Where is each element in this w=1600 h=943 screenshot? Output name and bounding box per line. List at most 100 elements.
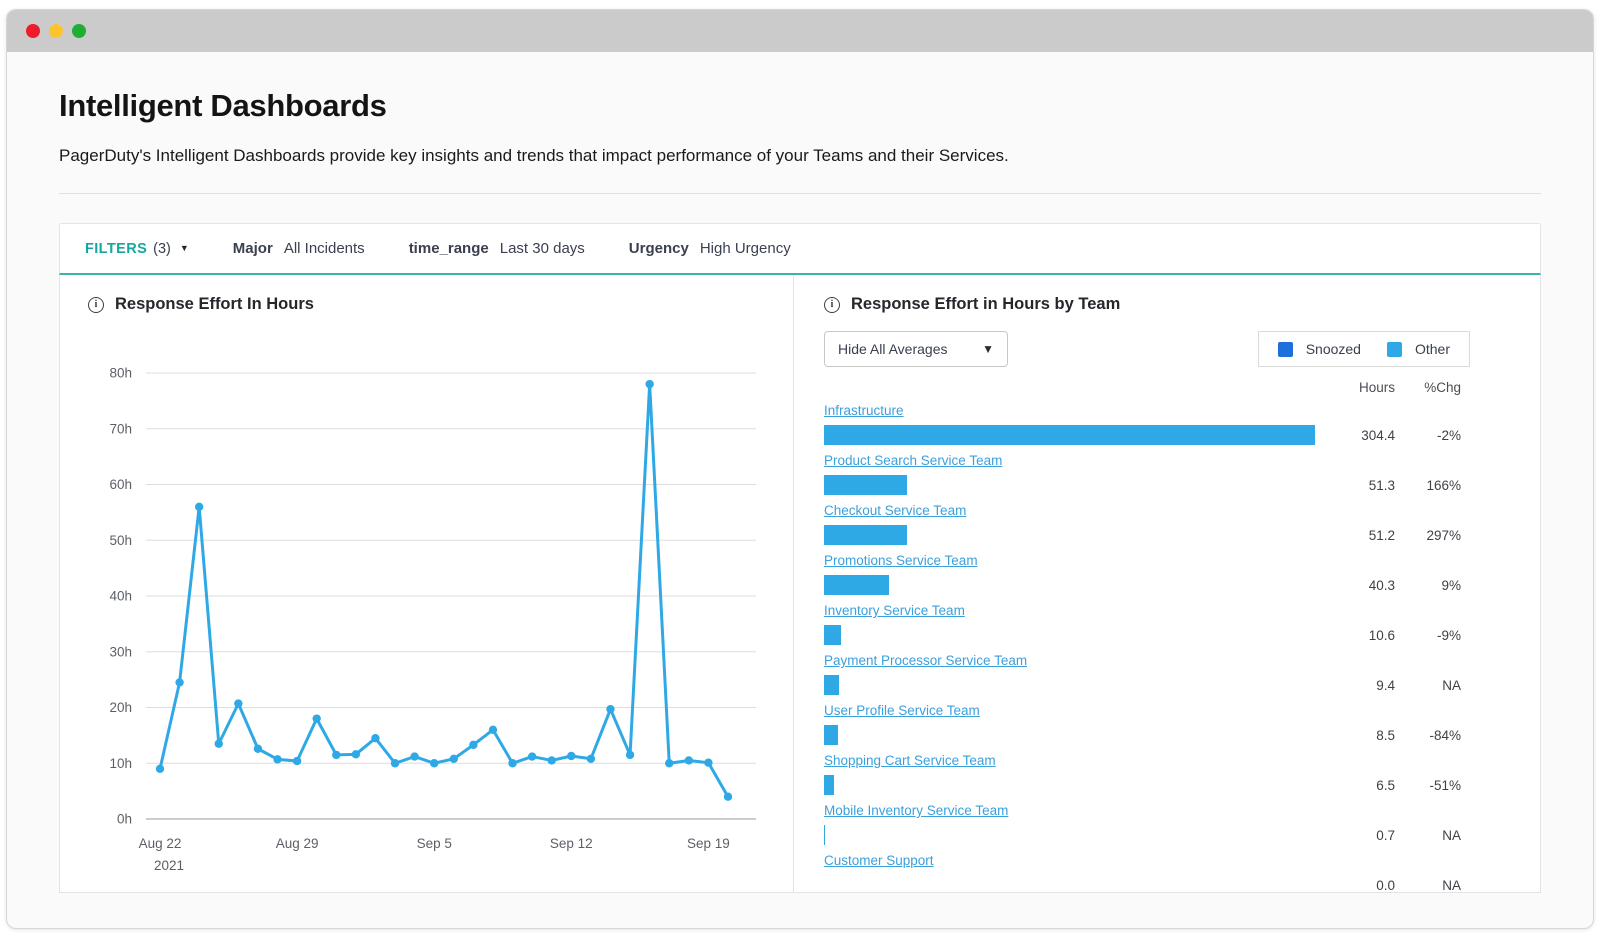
- data-point[interactable]: [567, 751, 576, 761]
- team-link[interactable]: Mobile Inventory Service Team: [824, 803, 1009, 818]
- averages-dropdown[interactable]: Hide All Averages: [824, 331, 1008, 367]
- team-bar-line: 51.2 297%: [824, 525, 1516, 545]
- filters-dropdown-toggle[interactable]: FILTERS (3): [85, 241, 189, 257]
- chevron-down-icon: [982, 343, 994, 355]
- team-bar[interactable]: [824, 425, 1315, 445]
- team-bar[interactable]: [824, 725, 838, 745]
- data-point[interactable]: [547, 756, 556, 765]
- team-bar-track: [824, 625, 1315, 645]
- team-link[interactable]: Checkout Service Team: [824, 503, 967, 518]
- x-axis-tick-label: Sep 12: [550, 836, 593, 851]
- data-point[interactable]: [684, 756, 694, 765]
- data-point[interactable]: [586, 754, 596, 763]
- team-row: Promotions Service Team 40.3 9%: [824, 552, 1516, 595]
- data-point[interactable]: [371, 733, 380, 743]
- data-point[interactable]: [704, 758, 713, 767]
- y-axis-tick-label: 80h: [109, 366, 132, 381]
- dashboard-panels: Response Effort In Hours 0h 10h 20h 30h 40h 5…: [59, 275, 1541, 893]
- filter-item[interactable]: time_range Last 30 days: [409, 240, 585, 257]
- legend-label: Other: [1414, 341, 1450, 357]
- team-row: Product Search Service Team 51.3 166%: [824, 452, 1516, 495]
- chart-legend: Snoozed Other: [1257, 331, 1470, 367]
- data-point[interactable]: [175, 678, 184, 687]
- team-link[interactable]: Infrastructure: [824, 403, 904, 418]
- team-link[interactable]: Promotions Service Team: [824, 553, 978, 568]
- data-point[interactable]: [273, 755, 282, 764]
- team-bar[interactable]: [824, 675, 840, 695]
- team-bar-track: [824, 525, 1315, 545]
- data-point[interactable]: [508, 759, 517, 768]
- team-bar[interactable]: [824, 775, 835, 795]
- data-point[interactable]: [253, 744, 263, 753]
- panel-response-effort: Response Effort In Hours 0h 10h 20h 30h 40h 5…: [60, 275, 794, 892]
- x-axis-tick-sublabel: 2021: [154, 858, 184, 873]
- data-point[interactable]: [645, 379, 654, 389]
- team-bar-line: 6.5 -51%: [824, 775, 1516, 795]
- data-point[interactable]: [410, 752, 419, 761]
- chevron-down-icon: [180, 244, 189, 253]
- window-minimize-button[interactable]: [49, 24, 63, 38]
- window-zoom-button[interactable]: [72, 24, 86, 38]
- columns-header: Hours %Chg: [824, 380, 1516, 395]
- team-row: Inventory Service Team 10.6 -9%: [824, 602, 1516, 645]
- team-pct-change: NA: [1442, 877, 1461, 893]
- team-link[interactable]: Inventory Service Team: [824, 603, 965, 618]
- filter-item[interactable]: Major All Incidents: [233, 240, 365, 257]
- team-pct-change: NA: [1442, 677, 1461, 693]
- team-bar[interactable]: [824, 825, 826, 845]
- y-axis-tick-label: 30h: [109, 644, 132, 659]
- info-icon[interactable]: [824, 296, 840, 313]
- right-panel-controls: Hide All Averages Snoozed Other: [824, 331, 1516, 367]
- team-link[interactable]: Payment Processor Service Team: [824, 653, 1028, 668]
- team-bar-line: 51.3 166%: [824, 475, 1516, 495]
- response-effort-line-chart[interactable]: 0h 10h 20h 30h 40h 50h 60h 70h 80h Aug 22 2021 Aug …: [88, 326, 778, 874]
- data-point[interactable]: [665, 759, 674, 768]
- team-bar[interactable]: [824, 625, 842, 645]
- header-divider: [59, 193, 1541, 194]
- data-point[interactable]: [488, 725, 498, 734]
- team-bar-line: 9.4 NA: [824, 675, 1516, 695]
- data-point[interactable]: [312, 714, 321, 723]
- team-bar[interactable]: [824, 525, 907, 545]
- info-icon[interactable]: [88, 296, 104, 313]
- data-point[interactable]: [155, 764, 165, 774]
- legend-item[interactable]: Other: [1386, 341, 1450, 357]
- data-point[interactable]: [292, 756, 302, 766]
- data-point[interactable]: [390, 759, 400, 768]
- data-point[interactable]: [606, 704, 615, 714]
- team-pct-change: 166%: [1426, 477, 1461, 493]
- team-bar[interactable]: [824, 575, 889, 595]
- data-point[interactable]: [351, 750, 361, 759]
- y-axis-tick-label: 60h: [109, 477, 132, 492]
- team-bar-track: [824, 825, 1315, 845]
- data-point[interactable]: [214, 739, 223, 748]
- data-point[interactable]: [449, 754, 458, 763]
- filter-item[interactable]: Urgency High Urgency: [629, 240, 791, 257]
- data-point[interactable]: [332, 750, 341, 760]
- team-hours-value: 0.7: [1376, 827, 1395, 843]
- data-point[interactable]: [469, 740, 478, 750]
- team-link[interactable]: Customer Support: [824, 853, 934, 868]
- team-hours-value: 8.5: [1376, 727, 1395, 743]
- team-bar[interactable]: [824, 475, 907, 495]
- y-axis-tick-label: 50h: [109, 533, 132, 548]
- team-link[interactable]: Shopping Cart Service Team: [824, 753, 996, 768]
- data-point[interactable]: [430, 759, 439, 768]
- team-link[interactable]: User Profile Service Team: [824, 703, 980, 718]
- team-hours-value: 9.4: [1376, 677, 1395, 693]
- legend-item[interactable]: Snoozed: [1277, 341, 1361, 357]
- team-hours-value: 304.4: [1361, 427, 1395, 443]
- data-point[interactable]: [723, 792, 733, 801]
- data-point[interactable]: [527, 752, 537, 761]
- team-hours-value: 6.5: [1376, 777, 1395, 793]
- data-point[interactable]: [194, 502, 204, 511]
- filter-bar: FILTERS (3) Major All Incidents time_range…: [59, 223, 1541, 275]
- page-content: Intelligent Dashboards PagerDuty's Intel…: [7, 88, 1593, 893]
- data-point[interactable]: [234, 699, 243, 708]
- window-titlebar: [7, 10, 1593, 52]
- team-link[interactable]: Product Search Service Team: [824, 453, 1003, 468]
- data-point[interactable]: [625, 750, 635, 760]
- y-axis-tick-label: 70h: [109, 421, 132, 436]
- window-close-button[interactable]: [26, 24, 40, 38]
- x-axis-tick-label: Sep 5: [417, 836, 452, 851]
